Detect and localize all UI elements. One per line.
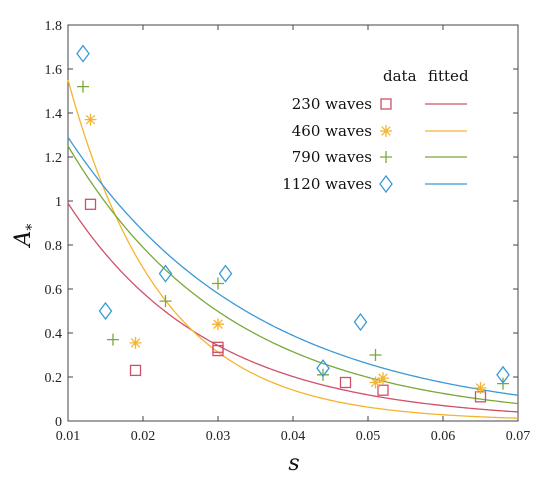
legend: data fitted 230 waves 460 waves 790 waves 112… (282, 67, 469, 194)
data-point (76, 44, 90, 63)
data-points (76, 44, 510, 403)
legend-label: 1120 waves (282, 175, 372, 193)
data-point (84, 198, 97, 210)
data-point (158, 264, 173, 283)
y-tick-label: 1.4 (45, 107, 63, 122)
x-tick-label: 0.06 (431, 429, 456, 444)
data-point (377, 384, 389, 396)
data-point (107, 333, 119, 346)
legend-marker (379, 174, 393, 194)
y-tick-label: 0.2 (45, 371, 63, 386)
data-point (129, 364, 142, 377)
data-point (212, 277, 224, 290)
x-tick-label: 0.01 (56, 429, 81, 444)
data-point (77, 80, 89, 93)
legend-label: 230 waves (292, 95, 372, 113)
data-point (377, 372, 389, 385)
y-tick-label: 0.6 (45, 283, 63, 298)
data-point (369, 349, 382, 361)
legend-marker (380, 151, 392, 163)
data-point (339, 376, 352, 389)
data-point (474, 382, 487, 394)
y-tick-label: 0 (55, 415, 62, 430)
data-point (84, 113, 97, 126)
y-tick-label: 0.8 (45, 239, 63, 254)
data-point (316, 359, 330, 378)
data-point (496, 365, 510, 384)
legend-label: 460 waves (292, 122, 372, 140)
data-point (212, 344, 224, 357)
y-axis-label-group: A* (11, 224, 40, 249)
y-axis-label: A* (11, 224, 40, 249)
legend-label: 790 waves (292, 148, 372, 166)
data-point (212, 318, 224, 331)
legend-marker (380, 125, 392, 137)
legend-header-data: data (383, 67, 417, 85)
y-tick-label: 1.8 (45, 19, 63, 34)
data-point (369, 376, 382, 389)
data-point (353, 312, 368, 332)
legend-marker (380, 98, 392, 110)
fit-curve-230-waves (67, 202, 519, 413)
y-axis-label-subscript: * (24, 224, 40, 231)
data-point (218, 264, 233, 283)
x-tick-label: 0.03 (206, 429, 231, 444)
y-tick-label: 1.6 (45, 63, 63, 78)
x-tick-label: 0.02 (131, 429, 156, 444)
y-tick-label: 0.4 (45, 327, 63, 342)
data-point (129, 336, 142, 349)
data-point (98, 301, 113, 321)
fit-curve-1120-waves (67, 136, 519, 396)
y-axis-label-main: A (11, 231, 36, 249)
axes-layer: 0.01 0.02 0.03 0.04 0.05 0.06 0.07 0 0.2 0.4 0.6 0.… (45, 19, 531, 444)
y-tick-label: 1.2 (45, 151, 63, 166)
x-tick-label: 0.07 (506, 429, 531, 444)
x-tick-label: 0.04 (281, 429, 306, 444)
fit-curve-460-waves (67, 79, 519, 419)
x-tick-label: 0.05 (356, 429, 381, 444)
fit-curve-790-waves (67, 145, 519, 405)
data-point (159, 295, 172, 308)
y-tick-label: 1 (55, 195, 62, 210)
legend-header-fitted: fitted (428, 67, 469, 85)
fit-curves (67, 79, 519, 419)
x-axis-label: s (288, 451, 299, 476)
data-point (317, 368, 329, 381)
